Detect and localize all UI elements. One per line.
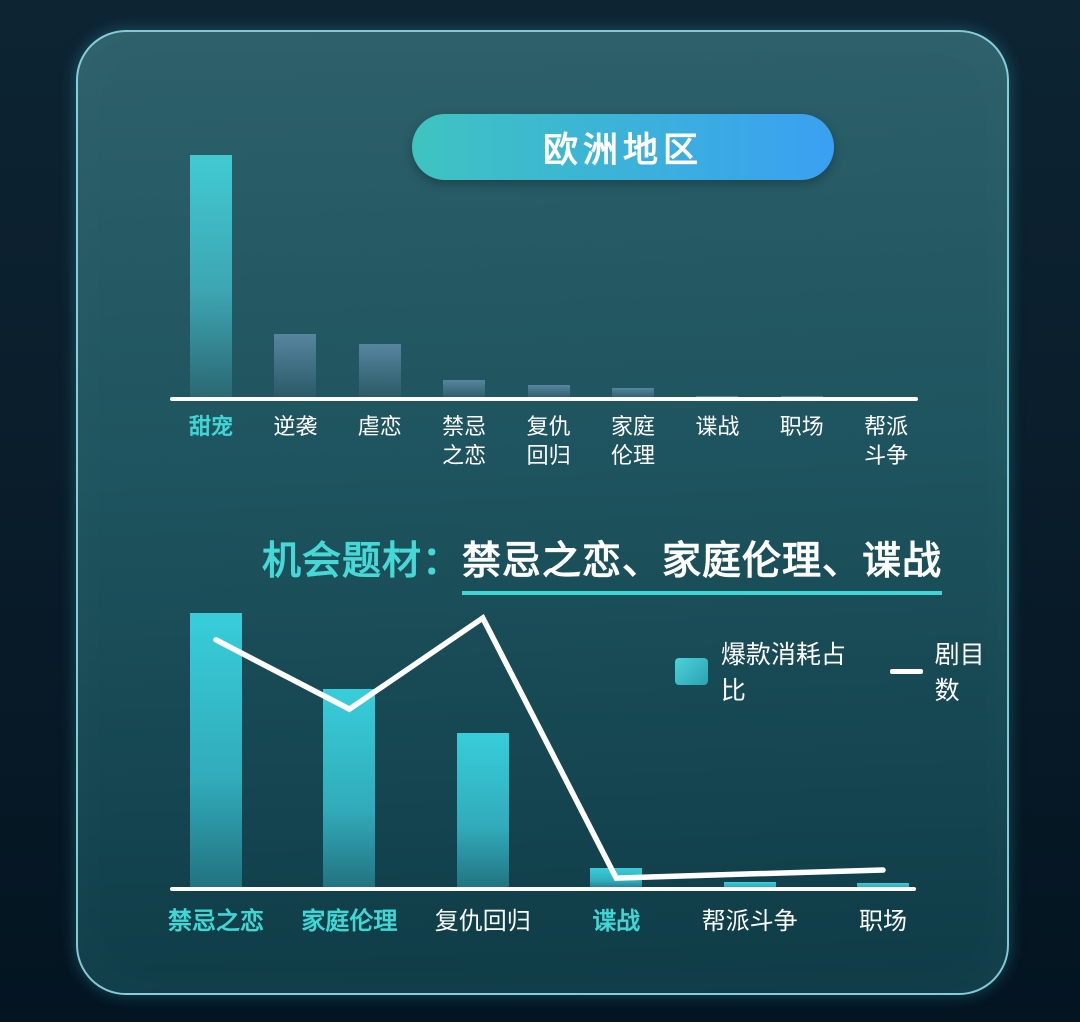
bar bbox=[358, 343, 401, 400]
x-axis-line bbox=[170, 887, 916, 891]
category-label: 职场 bbox=[859, 908, 907, 935]
region-title: 欧洲地区 bbox=[542, 130, 703, 170]
category-label: 帮派 斗争 bbox=[864, 414, 909, 469]
category-label: 复仇 回归 bbox=[526, 414, 571, 469]
bar bbox=[190, 613, 242, 890]
category-label: 谍战 bbox=[695, 414, 740, 439]
category-label: 逆袭 bbox=[273, 414, 318, 439]
bar bbox=[443, 380, 486, 400]
bar bbox=[190, 155, 232, 400]
bar-series-swatch-icon bbox=[675, 657, 708, 685]
category-label: 帮派斗争 bbox=[701, 908, 798, 935]
chart-legend: 爆款消耗占比 剧目数 bbox=[675, 635, 1007, 707]
category-label: 复仇回归 bbox=[434, 908, 531, 935]
insight-highlight-label: 禁忌之恋、家庭伦理、谍战 bbox=[462, 540, 943, 595]
category-label: 职场 bbox=[779, 414, 824, 439]
bar bbox=[274, 333, 317, 400]
x-axis-line bbox=[170, 397, 918, 401]
category-label: 家庭伦理 bbox=[301, 908, 398, 935]
line-series-dash-icon bbox=[889, 668, 923, 674]
category-label: 禁忌之恋 bbox=[168, 908, 264, 935]
bar bbox=[612, 387, 654, 400]
bar bbox=[857, 883, 909, 890]
opportunity-insight: 机会题材：禁忌之恋、家庭伦理、谍战 bbox=[262, 530, 943, 595]
region-title-pill: 欧洲地区 bbox=[412, 114, 834, 180]
insight-prefix-label: 机会题材： bbox=[262, 540, 463, 583]
bar bbox=[323, 688, 376, 890]
category-label: 虐恋 bbox=[357, 414, 402, 439]
bar bbox=[723, 881, 776, 890]
bar bbox=[527, 385, 570, 400]
bar-series-label: 爆款消耗占比 bbox=[720, 641, 846, 705]
category-label: 禁忌 之恋 bbox=[442, 414, 487, 469]
line-series-label: 剧目数 bbox=[934, 641, 985, 705]
category-label: 谍战 bbox=[592, 908, 641, 935]
bar bbox=[456, 732, 509, 890]
category-label: 甜宠 bbox=[188, 414, 233, 439]
category-label: 家庭 伦理 bbox=[610, 414, 655, 469]
